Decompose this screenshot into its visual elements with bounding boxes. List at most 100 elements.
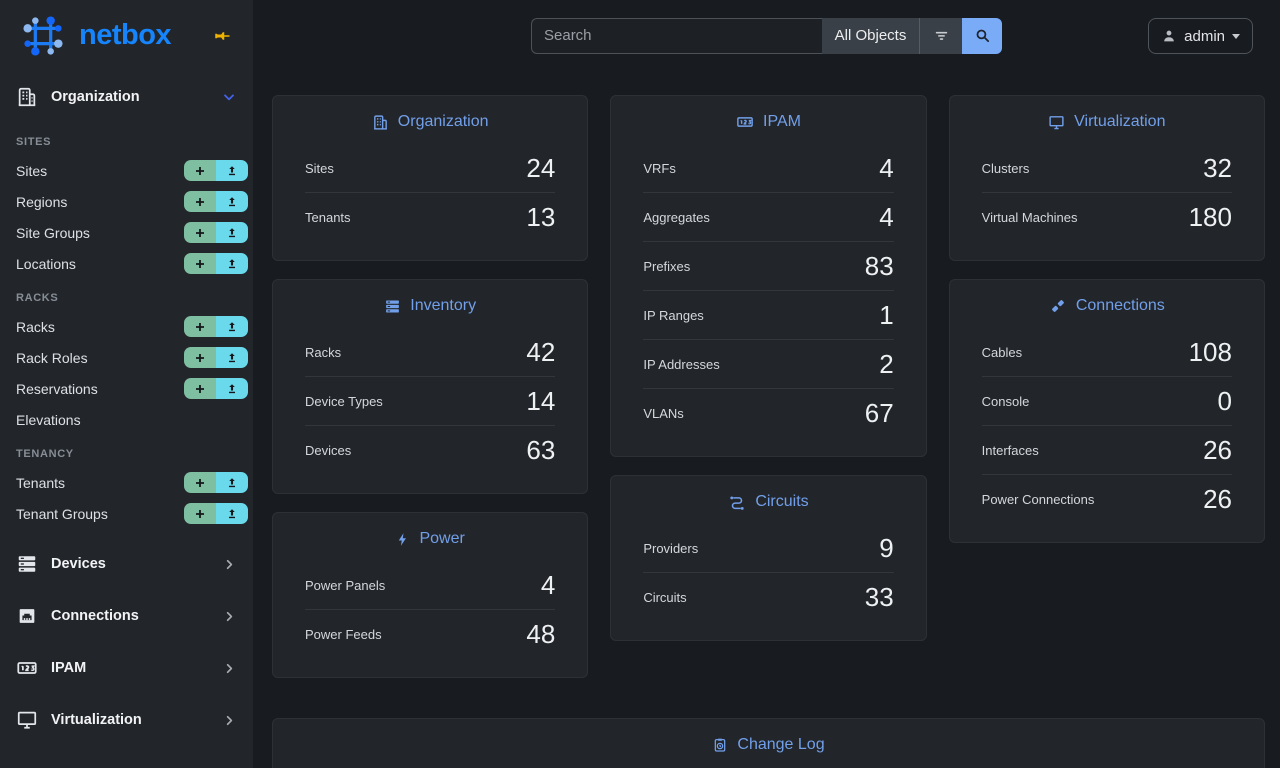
card-circuits: Circuits Providers 9 Circuits 33 <box>610 475 927 641</box>
stat-row-clusters[interactable]: Clusters 32 <box>981 144 1232 193</box>
stat-row-power-connections[interactable]: Power Connections 26 <box>981 484 1232 514</box>
building-icon <box>16 86 38 108</box>
card-power: Power Power Panels 4 Power Feeds 48 <box>272 512 589 678</box>
sidebar-item-tenants[interactable]: Tenants <box>0 467 253 498</box>
card-change-log-title[interactable]: Change Log <box>289 733 1248 757</box>
netbox-logo-icon[interactable] <box>20 13 66 59</box>
stat-row-vlans[interactable]: VLANs 67 <box>643 398 894 428</box>
add-button[interactable] <box>184 503 216 524</box>
search-button[interactable] <box>962 17 1002 54</box>
stat-value: 14 <box>526 385 556 416</box>
card-organization-title[interactable]: Organization <box>289 110 571 134</box>
add-button[interactable] <box>184 253 216 274</box>
card-ipam-title[interactable]: IPAM <box>627 110 909 134</box>
stat-value: 4 <box>879 152 894 183</box>
stat-row-devices[interactable]: Devices 63 <box>305 435 556 465</box>
stat-row-ip-ranges[interactable]: IP Ranges 1 <box>643 291 894 340</box>
sidebar-item-reservations[interactable]: Reservations <box>0 373 253 404</box>
stat-row-device-types[interactable]: Device Types 14 <box>305 377 556 426</box>
stat-value: 24 <box>526 152 556 183</box>
stat-value: 13 <box>526 202 556 232</box>
import-button[interactable] <box>216 222 248 243</box>
stat-row-aggregates[interactable]: Aggregates 4 <box>643 193 894 242</box>
sidebar-group-organization[interactable]: Organization <box>0 71 253 123</box>
sidebar-item-elevations[interactable]: Elevations <box>16 411 81 428</box>
stat-value: 67 <box>864 398 894 428</box>
stat-row-vrfs[interactable]: VRFs 4 <box>643 144 894 193</box>
section-label-racks: Racks <box>16 292 59 304</box>
stat-row-tenants[interactable]: Tenants 13 <box>305 202 556 232</box>
import-button[interactable] <box>216 160 248 181</box>
stat-row-circuits[interactable]: Circuits 33 <box>643 582 894 612</box>
filter-icon <box>933 27 950 44</box>
add-button[interactable] <box>184 316 216 337</box>
stat-value: 48 <box>526 619 556 649</box>
import-button[interactable] <box>216 378 248 399</box>
sidebar-item-racks[interactable]: Racks <box>0 311 253 342</box>
add-button[interactable] <box>184 160 216 181</box>
stat-row-virtual-machines[interactable]: Virtual Machines 180 <box>981 202 1232 232</box>
stat-row-ip-addresses[interactable]: IP Addresses 2 <box>643 340 894 389</box>
card-organization: Organization Sites 24 Tenants 13 <box>272 95 589 261</box>
sidebar-group-virtualization[interactable]: Virtualization <box>0 694 253 746</box>
stat-row-cables[interactable]: Cables 108 <box>981 328 1232 377</box>
sidebar-item-sites[interactable]: Sites <box>0 155 253 186</box>
chevron-right-icon <box>222 713 237 728</box>
import-button[interactable] <box>216 191 248 212</box>
card-connections-title[interactable]: Connections <box>966 294 1248 318</box>
card-inventory: Inventory Racks 42 Device Types 14 Devic… <box>272 279 589 494</box>
stat-value: 32 <box>1203 152 1232 183</box>
stat-row-providers[interactable]: Providers 9 <box>643 524 894 573</box>
add-button[interactable] <box>184 222 216 243</box>
pin-sidebar-button[interactable] <box>213 27 231 45</box>
add-button[interactable] <box>184 378 216 399</box>
stat-value: 180 <box>1188 202 1232 232</box>
card-power-title[interactable]: Power <box>289 527 571 551</box>
import-button[interactable] <box>216 316 248 337</box>
sidebar-item-locations[interactable]: Locations <box>0 248 253 279</box>
import-button[interactable] <box>216 472 248 493</box>
card-virtualization-title[interactable]: Virtualization <box>966 110 1248 134</box>
stat-row-interfaces[interactable]: Interfaces 26 <box>981 426 1232 475</box>
sidebar-group-ipam[interactable]: IPAM <box>0 642 253 694</box>
search-scope-select[interactable]: All Objects <box>822 17 919 54</box>
import-button[interactable] <box>216 503 248 524</box>
sidebar-item-tenant-groups[interactable]: Tenant Groups <box>0 498 253 529</box>
chevron-right-icon <box>222 661 237 676</box>
import-button[interactable] <box>216 347 248 368</box>
user-icon <box>1161 28 1177 44</box>
stat-row-prefixes[interactable]: Prefixes 83 <box>643 242 894 291</box>
sidebar-item-rack-roles[interactable]: Rack Roles <box>0 342 253 373</box>
add-button[interactable] <box>184 191 216 212</box>
sidebar-item-regions[interactable]: Regions <box>0 186 253 217</box>
user-menu-button[interactable]: admin <box>1148 18 1253 54</box>
main-area: All Objects <box>253 0 1280 768</box>
add-button[interactable] <box>184 347 216 368</box>
stat-value: 0 <box>1217 385 1232 416</box>
stat-row-console[interactable]: Console 0 <box>981 377 1232 426</box>
pin-icon <box>213 27 231 45</box>
stat-row-racks[interactable]: Racks 42 <box>305 328 556 377</box>
card-circuits-title[interactable]: Circuits <box>627 490 909 514</box>
stat-value: 63 <box>526 435 556 465</box>
sidebar-group-connections[interactable]: Connections <box>0 590 253 642</box>
import-button[interactable] <box>216 253 248 274</box>
netbox-wordmark[interactable]: netbox <box>79 19 172 51</box>
sidebar-item-site-groups[interactable]: Site Groups <box>0 217 253 248</box>
stat-value: 26 <box>1203 434 1232 465</box>
counter-icon <box>736 113 754 131</box>
card-ipam: IPAM VRFs 4 Aggregates 4 Prefixes <box>610 95 927 457</box>
filter-button[interactable] <box>919 17 962 54</box>
add-button[interactable] <box>184 472 216 493</box>
section-label-sites: Sites <box>16 136 52 148</box>
clipboard-clock-icon <box>712 737 728 753</box>
stat-row-sites[interactable]: Sites 24 <box>305 144 556 193</box>
stat-row-power-panels[interactable]: Power Panels 4 <box>305 561 556 610</box>
search-input[interactable] <box>531 17 822 54</box>
card-inventory-title[interactable]: Inventory <box>289 294 571 318</box>
sidebar-group-devices[interactable]: Devices <box>0 538 253 590</box>
stat-value: 108 <box>1188 336 1232 367</box>
cable-icon <box>1049 297 1067 315</box>
card-change-log: Change Log <box>272 718 1265 768</box>
stat-row-power-feeds[interactable]: Power Feeds 48 <box>305 619 556 649</box>
